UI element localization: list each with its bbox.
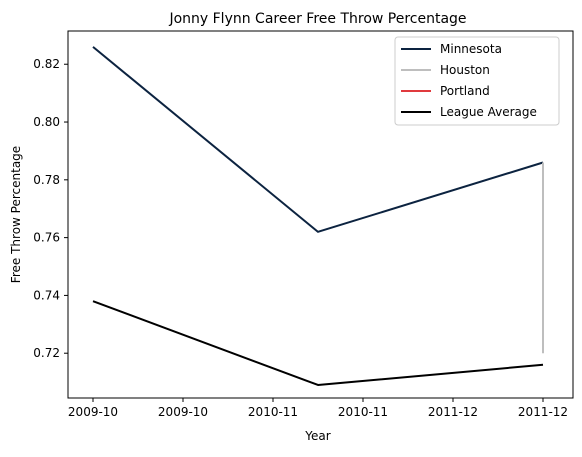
series-lines [92,46,544,386]
x-axis-label: Year [304,429,330,443]
y-tick-label: 0.74 [33,288,60,302]
legend-box [394,36,560,126]
y-tick-label: 0.76 [33,231,60,245]
legend-label-portland: Portland [440,84,490,98]
series-line-league-average [92,300,544,386]
legend-label-minnesota: Minnesota [440,42,502,56]
y-axis-label: Free Throw Percentage [9,146,23,283]
legend-label-league-average: League Average [440,105,537,119]
x-tick-label: 2011-12 [428,405,478,419]
y-tick-label: 0.72 [33,346,60,360]
legend-label-houston: Houston [440,63,490,77]
x-tick-label: 2009-10 [68,405,118,419]
x-tick-label: 2010-11 [248,405,298,419]
series-line-minnesota [92,46,544,233]
y-tick-label: 0.82 [33,57,60,71]
plot-frame [67,30,574,399]
chart-title: Jonny Flynn Career Free Throw Percentage [168,11,466,27]
x-tick-label: 2011-12 [518,405,568,419]
y-axis: 0.72 0.74 0.76 0.78 0.80 0.82 [33,57,68,360]
x-tick-label: 2009-10 [158,405,208,419]
y-tick-label: 0.78 [33,173,60,187]
x-axis: 2009-10 2009-10 2010-11 2010-11 2011-12 2011-… [68,398,568,419]
y-tick-label: 0.80 [33,115,60,129]
x-tick-label: 2010-11 [338,405,388,419]
legend: Minnesota Houston Portland League Average [394,36,560,126]
